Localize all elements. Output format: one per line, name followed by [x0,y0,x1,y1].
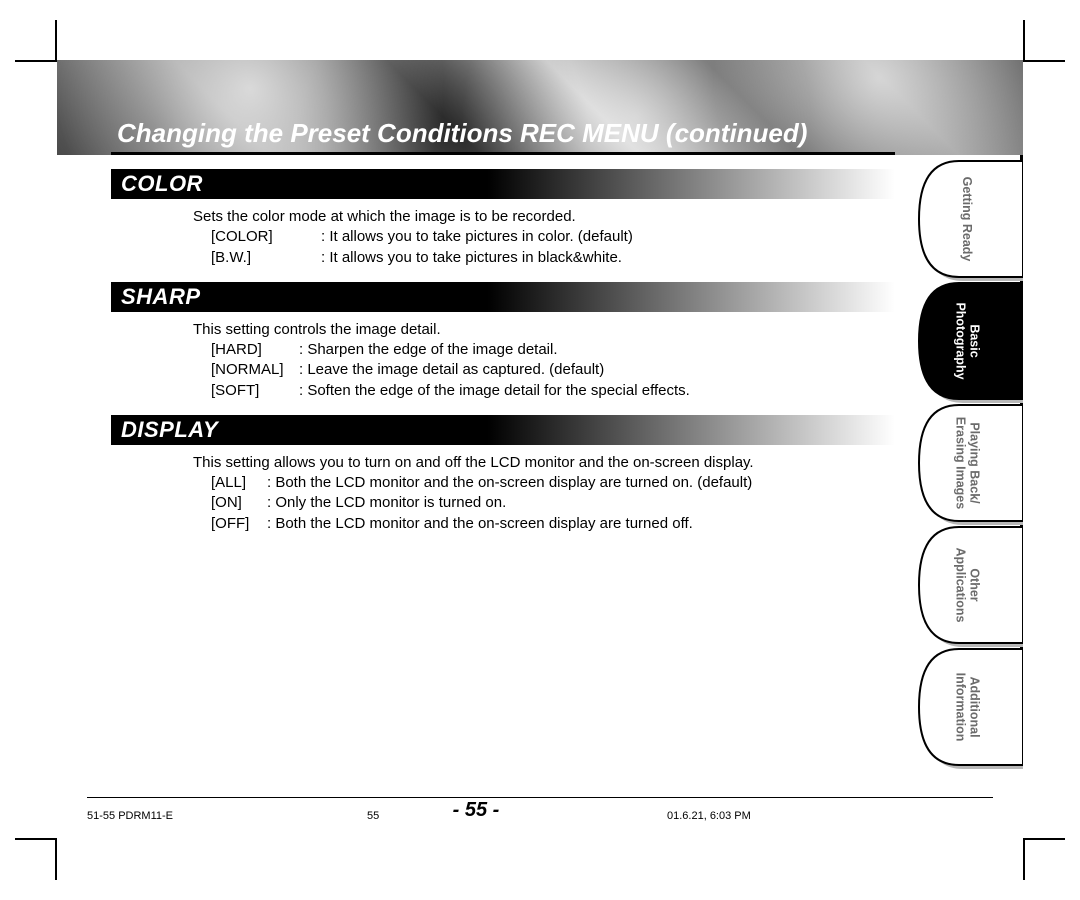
crop-mark [15,838,57,840]
footer-rule [87,797,993,798]
option-desc: : Sharpen the edge of the image detail. [299,340,558,360]
option-key: [ON] [211,493,267,513]
side-tab[interactable]: AdditionalInformation [911,643,1023,771]
option-desc: : Both the LCD monitor and the on-screen… [267,473,752,493]
option-key: [OFF] [211,514,267,534]
section-intro: Sets the color mode at which the image i… [193,207,895,227]
side-tab-label: OtherApplications [953,530,982,640]
side-tab-label: BasicPhotography [953,286,982,396]
option-desc: : Only the LCD monitor is turned on. [267,493,506,513]
option-row: [ON]: Only the LCD monitor is turned on. [193,493,895,513]
crop-mark [1023,838,1065,840]
section: COLOR Sets the color mode at which the im… [111,169,895,268]
option-row: [NORMAL]: Leave the image detail as capt… [193,360,895,380]
side-tab[interactable]: OtherApplications [911,521,1023,649]
footer-doc-id: 51-55 PDRM11-E [87,810,367,822]
section-intro: This setting allows you to turn on and o… [193,453,895,473]
option-row: [COLOR]: It allows you to take pictures … [193,227,895,247]
section-body: This setting controls the image detail.[… [111,312,895,401]
section-body: Sets the color mode at which the image i… [111,199,895,268]
option-key: [HARD] [211,340,299,360]
side-tab-label: Getting Ready [960,177,974,262]
option-row: [ALL]: Both the LCD monitor and the on-s… [193,473,895,493]
side-tab-label: AdditionalInformation [953,652,982,762]
option-key: [SOFT] [211,381,299,401]
option-key: [NORMAL] [211,360,299,380]
option-desc: : Both the LCD monitor and the on-screen… [267,514,693,534]
option-desc: : It allows you to take pictures in colo… [321,227,633,247]
side-tab[interactable]: Getting Ready [911,155,1023,283]
section-header: DISPLAY [111,415,895,445]
option-row: [SOFT]: Soften the edge of the image det… [193,381,895,401]
option-key: [ALL] [211,473,267,493]
option-row: [OFF]: Both the LCD monitor and the on-s… [193,514,895,534]
side-tab-label: Playing Back/Erasing Images [953,408,982,518]
option-key: [COLOR] [211,227,321,247]
option-key: [B.W.] [211,248,321,268]
footer-timestamp: 01.6.21, 6:03 PM [667,810,993,822]
crop-mark [1023,60,1065,62]
section-body: This setting allows you to turn on and o… [111,445,895,534]
option-row: [B.W.]: It allows you to take pictures i… [193,248,895,268]
option-desc: : Leave the image detail as captured. (d… [299,360,604,380]
header-band: Changing the Preset Conditions REC MENU … [57,60,1023,155]
option-row: [HARD]: Sharpen the edge of the image de… [193,340,895,360]
side-tab[interactable]: Playing Back/Erasing Images [911,399,1023,527]
section-intro: This setting controls the image detail. [193,320,895,340]
footer-page: 55 [367,810,667,822]
section: SHARPThis setting controls the image det… [111,282,895,401]
option-desc: : It allows you to take pictures in blac… [321,248,622,268]
page-title: Changing the Preset Conditions REC MENU … [117,118,807,149]
section-header: COLOR [111,169,895,199]
page-frame: Changing the Preset Conditions REC MENU … [57,60,1023,840]
side-tab[interactable]: BasicPhotography [911,277,1023,405]
section-header: SHARP [111,282,895,312]
crop-mark [55,840,57,880]
crop-mark [1023,840,1025,880]
side-tabs: Getting Ready BasicPhotography Playing Bac… [911,155,1023,800]
content-area: COLOR Sets the color mode at which the im… [111,155,895,800]
section: DISPLAY This setting allows you to turn o… [111,415,895,534]
option-desc: : Soften the edge of the image detail fo… [299,381,690,401]
footer: 51-55 PDRM11-E 55 01.6.21, 6:03 PM [87,810,993,822]
crop-mark [15,60,57,62]
crop-mark [55,20,57,60]
crop-mark [1023,20,1025,60]
